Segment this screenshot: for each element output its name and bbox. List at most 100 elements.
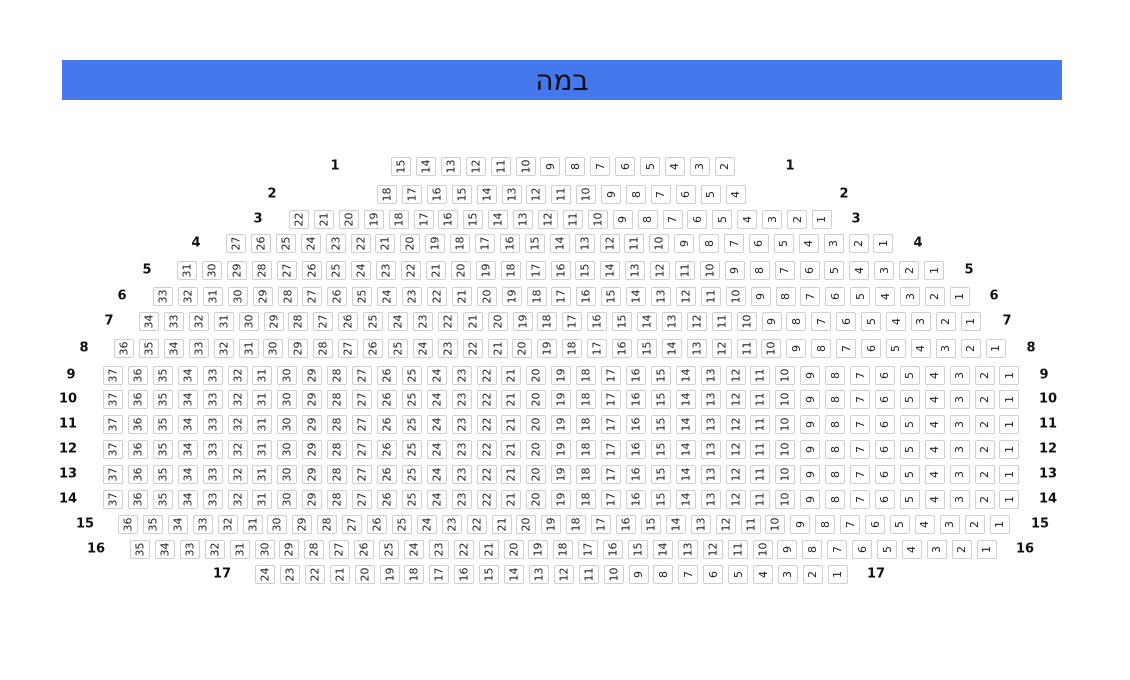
seat[interactable]: 9 [800,465,821,484]
seat[interactable]: 1 [999,440,1020,459]
seat[interactable]: 10 [775,390,796,409]
seat[interactable]: 4 [924,490,945,509]
seat[interactable]: 19 [551,415,572,434]
seat[interactable]: 1 [999,390,1020,409]
seat[interactable]: 12 [599,234,620,253]
seat[interactable]: 12 [526,185,547,204]
seat[interactable]: 27 [338,339,359,358]
seat[interactable]: 11 [675,261,695,280]
seat[interactable]: 12 [725,440,746,459]
seat[interactable]: 21 [329,565,350,584]
seat[interactable]: 13 [700,490,721,509]
seat[interactable]: 14 [665,515,686,534]
seat[interactable]: 12 [538,210,558,229]
seat[interactable]: 18 [537,312,558,331]
seat[interactable]: 13 [513,210,534,229]
seat[interactable]: 21 [462,312,483,331]
seat[interactable]: 15 [479,565,500,584]
seat[interactable]: 11 [711,312,732,331]
seat[interactable]: 18 [450,234,471,253]
seat[interactable]: 24 [403,540,424,559]
seat[interactable]: 11 [740,515,761,534]
seat[interactable]: 10 [515,157,536,176]
seat[interactable]: 30 [263,339,284,358]
seat[interactable]: 21 [313,210,334,229]
seat[interactable]: 7 [850,366,870,385]
seat[interactable]: 22 [476,440,497,459]
seat[interactable]: 31 [177,261,197,280]
seat[interactable]: 12 [725,490,746,509]
seat[interactable]: 8 [825,465,846,484]
seat[interactable]: 5 [850,287,871,306]
seat[interactable]: 32 [188,312,209,331]
seat[interactable]: 13 [700,465,721,484]
seat[interactable]: 24 [426,415,447,434]
seat[interactable]: 4 [901,540,922,559]
seat[interactable]: 29 [292,515,313,534]
seat[interactable]: 28 [277,287,298,306]
seat[interactable]: 10 [752,540,773,559]
seat[interactable]: 18 [562,339,583,358]
seat[interactable]: 26 [327,287,348,306]
seat[interactable]: 1 [976,540,997,559]
seat[interactable]: 5 [728,565,749,584]
seat[interactable]: 34 [177,465,198,484]
seat[interactable]: 23 [325,234,346,253]
seat[interactable]: 32 [217,515,238,534]
seat[interactable]: 28 [327,390,348,409]
seat[interactable]: 13 [686,339,707,358]
seat[interactable]: 17 [551,287,572,306]
seat[interactable]: 5 [885,339,906,358]
seat[interactable]: 7 [850,390,870,409]
seat[interactable]: 3 [949,440,970,459]
seat[interactable]: 37 [103,465,123,484]
seat[interactable]: 31 [252,390,273,409]
seat[interactable]: 22 [426,287,447,306]
seat[interactable]: 7 [800,287,821,306]
seat[interactable]: 5 [899,366,920,385]
seat[interactable]: 18 [576,390,597,409]
seat[interactable]: 32 [227,390,248,409]
seat[interactable]: 14 [675,366,696,385]
seat[interactable]: 35 [152,390,173,409]
seat[interactable]: 28 [327,465,348,484]
seat[interactable]: 6 [687,210,708,229]
seat[interactable]: 1 [999,415,1020,434]
seat[interactable]: 21 [375,234,396,253]
seat[interactable]: 16 [550,261,571,280]
seat[interactable]: 21 [501,390,522,409]
seat[interactable]: 6 [874,440,895,459]
seat[interactable]: 24 [255,565,275,584]
seat[interactable]: 6 [799,261,820,280]
seat[interactable]: 1 [873,234,894,253]
seat[interactable]: 18 [576,490,597,509]
seat[interactable]: 7 [678,565,699,584]
seat[interactable]: 24 [300,234,321,253]
seat[interactable]: 2 [974,390,995,409]
seat[interactable]: 27 [352,490,372,509]
seat[interactable]: 8 [749,261,770,280]
seat[interactable]: 36 [118,515,138,534]
seat[interactable]: 16 [587,312,608,331]
seat[interactable]: 20 [526,490,547,509]
seat[interactable]: 19 [551,440,572,459]
seat[interactable]: 27 [352,415,372,434]
seat[interactable]: 17 [401,185,422,204]
seat[interactable]: 19 [551,465,572,484]
seat[interactable]: 11 [750,490,771,509]
seat[interactable]: 6 [874,390,895,409]
seat[interactable]: 4 [924,440,945,459]
seat[interactable]: 35 [130,540,150,559]
seat[interactable]: 15 [650,415,671,434]
seat[interactable]: 25 [401,490,422,509]
seat[interactable]: 2 [935,312,956,331]
seat[interactable]: 1 [999,465,1020,484]
seat[interactable]: 24 [426,440,447,459]
seat[interactable]: 26 [250,234,271,253]
seat[interactable]: 12 [553,565,574,584]
seat[interactable]: 14 [549,234,570,253]
seat[interactable]: 12 [715,515,736,534]
seat[interactable]: 9 [777,540,798,559]
seat[interactable]: 31 [202,287,223,306]
seat[interactable]: 3 [949,390,970,409]
